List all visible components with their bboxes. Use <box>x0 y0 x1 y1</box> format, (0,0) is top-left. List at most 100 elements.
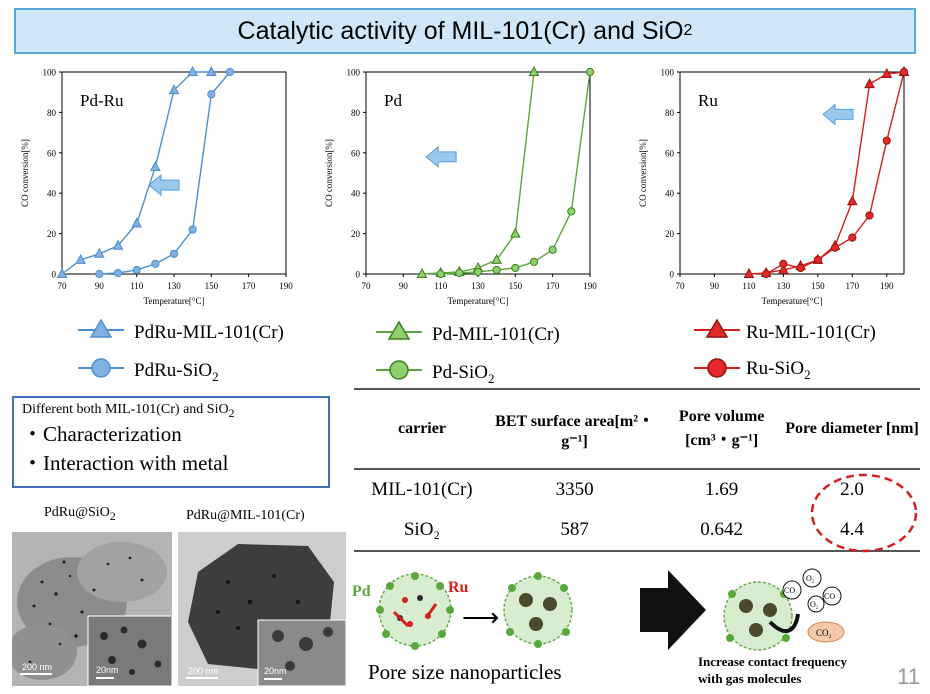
micrograph-left-label-text: PdRu@SiO <box>44 505 110 520</box>
data-point-circle <box>207 90 216 99</box>
difference-header: Different both MIL-101(Cr) and SiO2 <box>22 402 320 420</box>
legend-ru: Ru-MIL-101(Cr) Ru-SiO2 <box>694 318 876 382</box>
gas-contact-label: Increase contact frequency with gas mole… <box>698 653 847 687</box>
chart-panel-label: Ru <box>698 91 718 110</box>
table-cell: 3350 <box>555 479 594 500</box>
data-point-triangle <box>416 267 428 278</box>
chart-ru: 0 20 40 60 80 100 70 90 110 130 150 170 190 Temperatu… <box>638 65 910 306</box>
series-line <box>440 71 591 275</box>
table-row: MIL-101(Cr) 3350 1.69 2.0 <box>354 469 920 510</box>
x-axis-label: Temperature[°C] <box>144 296 205 306</box>
x-tick-label: 170 <box>846 281 860 291</box>
legend-ru-sio-sub: 2 <box>804 367 811 382</box>
scale-bar-label-small: 20nm <box>96 665 119 675</box>
data-point-triangle <box>510 227 521 238</box>
y-tick-label: 0 <box>356 270 361 280</box>
x-tick-label: 190 <box>279 281 293 291</box>
o2-label-2: O₂ <box>810 600 819 609</box>
y-tick-label: 100 <box>347 68 361 78</box>
y-tick-label: 60 <box>665 148 675 158</box>
legend-pd-sio: Pd-SiO <box>432 362 488 383</box>
micrograph-left-label: PdRu@SiO2 <box>44 505 116 523</box>
x-tick-label: 90 <box>95 281 105 291</box>
y-tick-label: 60 <box>351 148 361 158</box>
micrograph-right-label: PdRu@MIL-101(Cr) <box>186 508 305 523</box>
co-label-2: CO <box>824 592 835 601</box>
slide-title-text: Catalytic activity of MIL-101(Cr) and Si… <box>237 16 684 45</box>
data-point-triangle <box>75 253 86 264</box>
x-tick-label: 170 <box>242 281 256 291</box>
y-tick-label: 80 <box>47 108 57 118</box>
data-point-triangle <box>846 195 858 206</box>
pd-label: Pd <box>352 583 371 600</box>
y-tick-label: 100 <box>661 68 675 78</box>
data-point-circle <box>169 249 179 258</box>
micrograph-sio2: 200 nm 20nm <box>12 532 172 686</box>
table-header-bet: BET surface area[m²・g⁻¹] <box>489 388 660 470</box>
mof-cage-nanoparticle-icon <box>503 572 573 648</box>
data-point-circle <box>95 269 104 279</box>
chart-pdru: 0 20 40 60 80 100 70 90 110 130 150 170 190 Temperatu… <box>20 65 293 306</box>
scale-bar-label: 200 nm <box>22 662 53 672</box>
data-point-circle <box>492 265 501 275</box>
pore-size-label: Pore size nanoparticles <box>368 660 562 684</box>
data-point-triangle <box>206 65 217 76</box>
scale-bar-label: 200 nm <box>188 666 219 676</box>
y-axis-label: CO conversion[%] <box>20 139 30 207</box>
table-cell: 4.4 <box>784 510 920 552</box>
y-tick-label: 80 <box>665 108 675 118</box>
legend-pdru-sio-sub: 2 <box>212 369 219 384</box>
x-tick-label: 70 <box>362 281 372 291</box>
legend-ru-sio: Ru-SiO <box>746 358 804 379</box>
data-point-circle <box>830 243 840 252</box>
x-tick-label: 170 <box>546 281 560 291</box>
data-point-circle <box>882 136 891 145</box>
x-tick-label: 110 <box>742 281 756 291</box>
left-arrow-icon <box>822 103 854 126</box>
micrograph-left-label-sub: 2 <box>109 509 116 523</box>
y-axis-label: CO conversion[%] <box>638 139 648 207</box>
pore-diameter-highlight <box>810 473 918 553</box>
x-tick-label: 190 <box>583 281 597 291</box>
data-point-circle <box>473 267 483 277</box>
data-point-triangle <box>131 217 142 228</box>
y-tick-label: 0 <box>670 270 675 280</box>
schematic: Pd Ru ⟶ CO O₂ CO O₂ CO₂ <box>352 568 845 651</box>
table-cell: 1.69 <box>705 479 739 500</box>
legend-ru-mil: Ru-MIL-101(Cr) <box>746 322 876 343</box>
x-tick-label: 150 <box>509 281 523 291</box>
x-tick-label: 90 <box>399 281 409 291</box>
table-cell: 2.0 <box>840 479 864 500</box>
table-cell: 0.642 <box>659 510 785 552</box>
data-point-triangle <box>150 160 161 171</box>
x-tick-label: 110 <box>130 281 144 291</box>
arrow-right-icon: ⟶ <box>462 603 499 632</box>
data-point-triangle <box>112 239 124 250</box>
gas-contact-line-1: Increase contact frequency <box>698 654 847 669</box>
data-point-circle <box>188 225 197 234</box>
y-tick-label: 60 <box>47 148 57 158</box>
mof-cage-gas-icon <box>723 581 800 651</box>
big-arrow-icon <box>640 570 706 650</box>
co-label: CO <box>784 586 795 595</box>
triangle-marker-icon <box>705 318 729 338</box>
x-axis-label: Temperature[°C] <box>762 296 823 306</box>
difference-header-sub: 2 <box>228 406 235 420</box>
data-point-triangle <box>778 263 789 274</box>
data-point-circle <box>436 269 445 279</box>
micrograph-mil-image <box>178 532 346 686</box>
data-point-circle <box>848 233 857 242</box>
y-tick-label: 20 <box>351 229 361 239</box>
o2-label: O₂ <box>806 574 815 583</box>
data-point-triangle <box>864 78 875 89</box>
data-point-circle <box>813 255 822 264</box>
table-header-carrier: carrier <box>354 388 490 470</box>
legend-pd-mil: Pd-MIL-101(Cr) <box>432 324 560 345</box>
data-point-triangle <box>491 253 502 264</box>
series-line <box>748 71 905 275</box>
legend-pdru-mil: PdRu-MIL-101(Cr) <box>134 322 284 343</box>
gas-molecules-icon: CO O₂ CO O₂ CO₂ <box>782 568 845 643</box>
data-point-circle <box>585 67 595 77</box>
data-point-circle <box>567 207 576 216</box>
plot-frame <box>679 71 905 275</box>
